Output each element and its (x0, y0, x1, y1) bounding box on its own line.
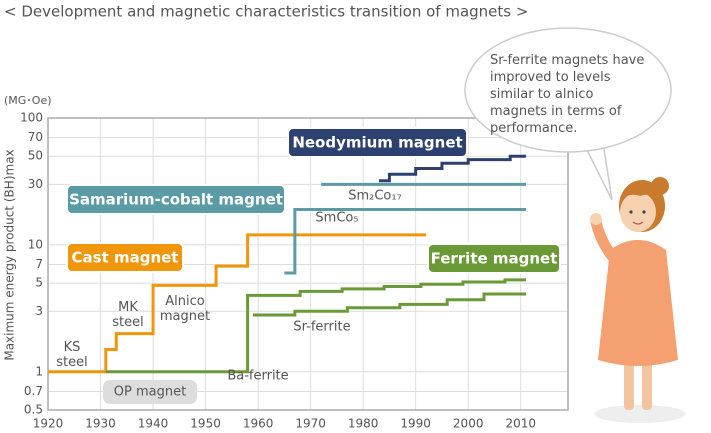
annotation-box (103, 380, 197, 404)
series-line (48, 233, 427, 374)
y-tick-label: 7 (35, 257, 43, 271)
x-tick-label: 1950 (190, 417, 221, 431)
x-tick-label: 2000 (453, 417, 484, 431)
annotation: Sr-ferrite (293, 320, 350, 335)
x-tick-label: 1930 (85, 417, 116, 431)
y-tick-label: 50 (28, 149, 43, 163)
series-line (378, 154, 526, 183)
annotation: KS steel (56, 340, 87, 370)
legend-label: Ferrite magnet (431, 250, 558, 268)
plot-frame (47, 117, 569, 411)
y-axis-label: Maximum energy product (BH)max (3, 149, 17, 360)
legend-label: Neodymium magnet (292, 134, 462, 152)
chart-title: < Development and magnetic characteristi… (4, 3, 528, 21)
speech-bubble-shape (464, 27, 672, 201)
y-tick-label: 10 (28, 237, 43, 251)
x-tick-label: 1970 (295, 417, 326, 431)
y-unit: (MG･Oe) (4, 94, 52, 107)
plot-area: 0.5 0.7 1 3 5 7 10 30 50 70 100 1920 1930 1940 1950 196… (20, 111, 569, 431)
speech-text: Sr-ferrite magnets have improved to leve… (490, 53, 645, 136)
y-tick-label: 30 (28, 177, 43, 191)
legend-box (66, 184, 286, 215)
woman-illustration (590, 177, 686, 423)
annotation: Ba-ferrite (227, 369, 288, 384)
legend-box (287, 127, 468, 158)
legend-label: Samarium-cobalt magnet (69, 191, 283, 209)
series-line (105, 278, 526, 374)
annotation: Alnico magnet (160, 294, 210, 324)
y-tick-label: 100 (20, 111, 43, 125)
x-tick-label: 1960 (243, 417, 274, 431)
series-line (252, 292, 526, 317)
annotation: SmCo₅ (315, 211, 358, 226)
legend-box (427, 243, 561, 274)
x-tick-label: 1920 (33, 417, 64, 431)
x-tick-label: 1990 (400, 417, 431, 431)
x-tick-label: 2010 (505, 417, 536, 431)
annotation: Sm₂Co₁₇ (348, 189, 402, 204)
y-tick-label: 0.5 (24, 403, 43, 417)
series-line (284, 208, 526, 275)
y-tick-label: 0.7 (24, 384, 43, 398)
y-tick-label: 3 (35, 304, 43, 318)
legend-label: Cast magnet (72, 249, 179, 267)
legend-box (66, 242, 184, 273)
annotation: MK steel (112, 300, 143, 330)
y-tick-label: 5 (35, 276, 43, 290)
y-tick-label: 70 (28, 130, 43, 144)
y-tick-label: 1 (35, 364, 43, 378)
annotation: OP magnet (114, 385, 186, 400)
x-tick-label: 1980 (348, 417, 379, 431)
x-tick-label: 1940 (138, 417, 169, 431)
